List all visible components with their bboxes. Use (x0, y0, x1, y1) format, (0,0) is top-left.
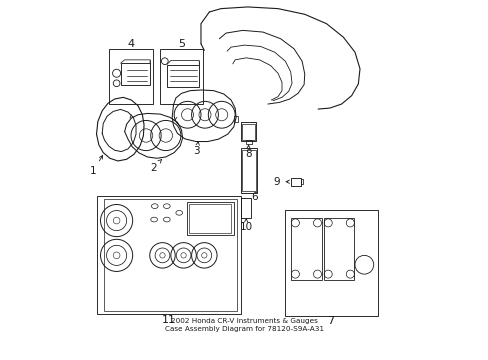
Text: 9: 9 (272, 177, 289, 187)
Bar (324, 218, 354, 280)
Bar (291, 218, 321, 280)
Bar (233, 116, 238, 122)
Text: 10: 10 (239, 219, 252, 232)
Text: 3: 3 (193, 142, 200, 156)
Bar (245, 140, 251, 144)
Bar (121, 63, 150, 85)
Bar (97, 196, 241, 314)
Bar (241, 198, 251, 218)
Bar (103, 199, 237, 311)
Bar (242, 150, 255, 191)
Text: 8: 8 (244, 145, 251, 159)
Bar (241, 148, 257, 193)
Bar (242, 124, 254, 140)
Bar (189, 204, 231, 233)
Text: 2002 Honda CR-V Instruments & Gauges
Case Assembly Diagram for 78120-S9A-A31: 2002 Honda CR-V Instruments & Gauges Cas… (164, 318, 324, 332)
Bar (166, 64, 199, 87)
Bar (109, 49, 153, 104)
Bar (160, 49, 202, 104)
Text: 4: 4 (127, 39, 135, 49)
Bar (290, 178, 300, 186)
Text: 11: 11 (162, 315, 176, 325)
Bar (284, 210, 377, 316)
Bar (241, 122, 256, 141)
Text: 5: 5 (178, 39, 184, 49)
Text: 1: 1 (90, 156, 102, 176)
Bar (300, 179, 303, 184)
Text: 2: 2 (150, 159, 162, 173)
Bar (186, 202, 233, 235)
Text: 6: 6 (251, 192, 257, 202)
Text: 7: 7 (326, 316, 334, 326)
